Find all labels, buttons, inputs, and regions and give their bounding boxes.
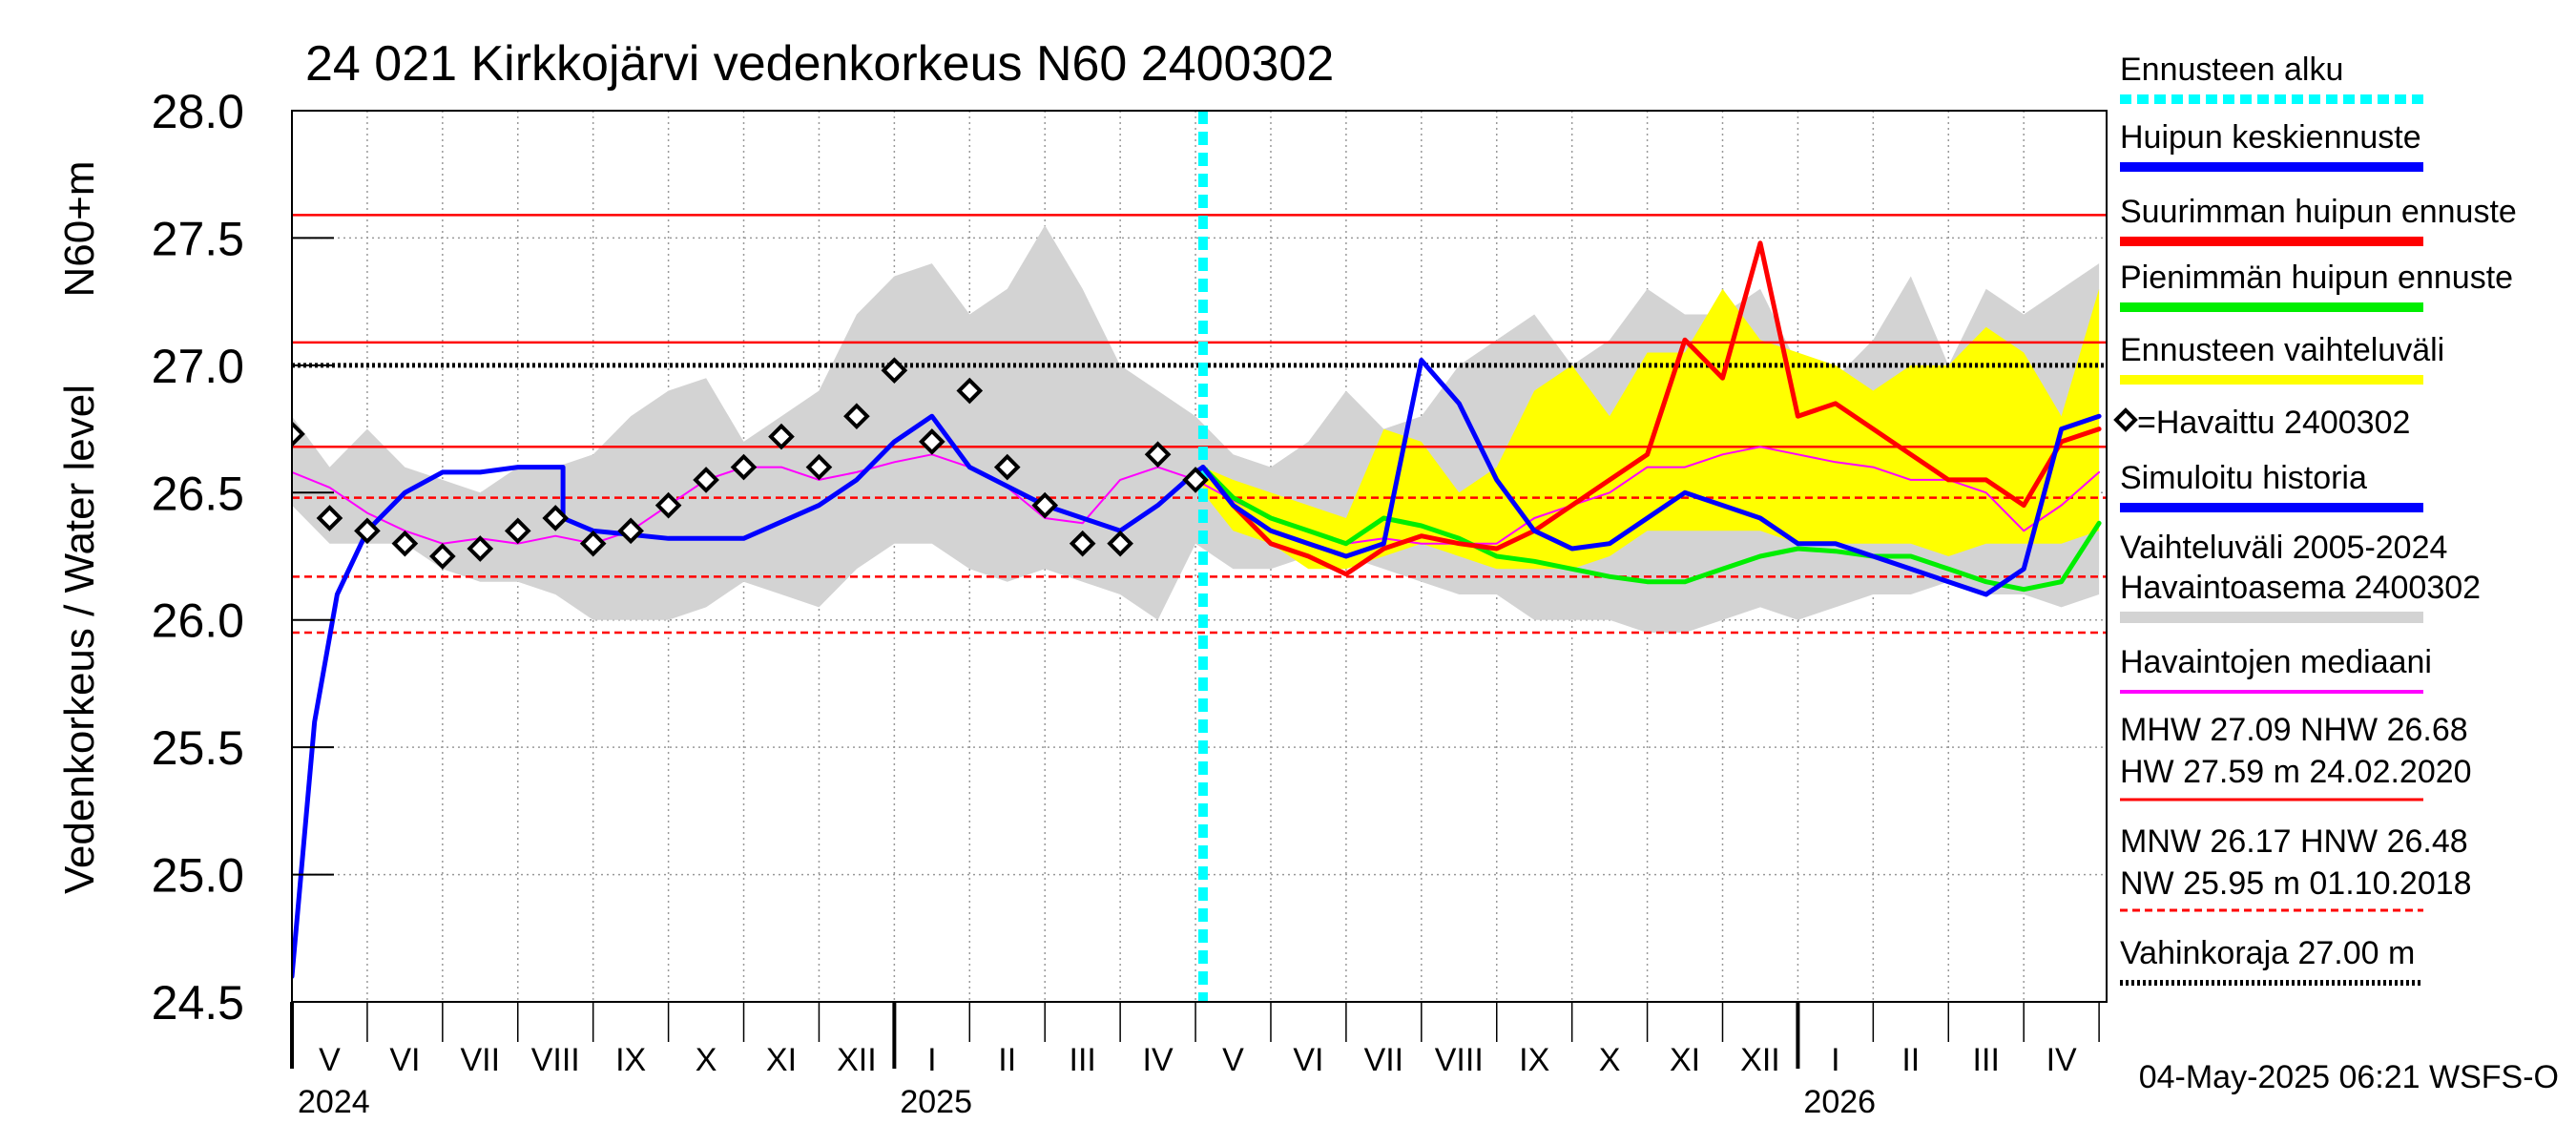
- observed-point: [354, 517, 381, 545]
- line-huipun-keskiennuste: [1200, 358, 2102, 597]
- observed-point: [730, 453, 758, 481]
- series-layer: [292, 240, 2102, 979]
- year-label: 2026: [1803, 1084, 1876, 1120]
- month-label: I: [927, 1042, 936, 1078]
- observed-point: [617, 517, 644, 545]
- legend-label: Pienimmän huipun ennuste: [2120, 260, 2513, 296]
- month-label: VI: [389, 1042, 420, 1078]
- observed-point: [1031, 491, 1059, 519]
- legend-label: Suurimman huipun ennuste: [2120, 194, 2517, 230]
- observed-point: [843, 403, 870, 430]
- month-label: XI: [766, 1042, 797, 1078]
- year-label: 2025: [900, 1084, 972, 1120]
- observed-point: [1069, 530, 1096, 557]
- y-tick-label: 27.5: [152, 212, 244, 265]
- month-label: II: [1901, 1042, 1920, 1078]
- observed-point: [391, 530, 419, 557]
- month-label: X: [696, 1042, 717, 1078]
- month-label: VII: [461, 1042, 501, 1078]
- y-tick-label: 24.5: [152, 976, 244, 1030]
- month-label: IV: [1143, 1042, 1174, 1078]
- legend-label: =Havaittu 2400302: [2137, 405, 2410, 441]
- band-ennusteen-vaihteluv-li: [1202, 288, 2100, 570]
- y-tick-label: 26.5: [152, 467, 244, 520]
- y-tick-label: 25.5: [152, 721, 244, 775]
- observed-point: [654, 491, 682, 519]
- observed-point: [504, 517, 531, 545]
- month-label: III: [1070, 1042, 1096, 1078]
- legend-label: Simuloitu historia: [2120, 460, 2367, 496]
- month-label: VIII: [531, 1042, 580, 1078]
- observed-point: [1182, 467, 1209, 493]
- y-tick-label: 28.0: [152, 85, 244, 138]
- observed-point: [542, 505, 570, 531]
- month-label: VII: [1364, 1042, 1404, 1078]
- legend-label: Vaihteluväli 2005-2024: [2120, 530, 2447, 566]
- month-label: IX: [1519, 1042, 1549, 1078]
- y-axis-unit: N60+m: [56, 160, 103, 297]
- month-label: XII: [1740, 1042, 1780, 1078]
- legend-label: Ennusteen vaihteluväli: [2120, 332, 2444, 368]
- observed-point: [693, 467, 719, 493]
- axes: 28.027.527.026.526.025.525.024.5V VI VII VI…: [152, 85, 2108, 1120]
- month-label: I: [1831, 1042, 1839, 1078]
- y-tick-label: 26.0: [152, 594, 244, 648]
- observed-point: [467, 535, 494, 562]
- observed-point: [881, 357, 908, 385]
- month-label: XII: [837, 1042, 877, 1078]
- month-label: II: [998, 1042, 1016, 1078]
- bands-layer: [292, 225, 2100, 634]
- observed-point: [956, 377, 984, 405]
- legend: Ennusteen alku Huipun keskiennuste Suurimm…: [2113, 52, 2517, 986]
- band-vaihteluv-li-2005-2024-havaintoasema-2400302: [292, 225, 2100, 634]
- legend-marker: [2113, 407, 2138, 432]
- line-suurimman-huipun-ennuste: [1200, 240, 2102, 577]
- month-label: IV: [2046, 1042, 2077, 1078]
- legend-stats-mnw: MNW 26.17 HNW 26.48: [2120, 823, 2468, 860]
- legend-label: Havaintojen mediaani: [2120, 644, 2432, 680]
- month-label: XI: [1670, 1042, 1700, 1078]
- observed-point: [1144, 441, 1172, 468]
- observed-point: [579, 530, 607, 557]
- y-tick-label: 27.0: [152, 340, 244, 393]
- footer-timestamp: 04-May-2025 06:21 WSFS-O: [2139, 1059, 2559, 1095]
- observed-point: [993, 453, 1021, 481]
- observed-point: [316, 505, 343, 531]
- legend-stats-vahinkoraja: Vahinkoraja 27.00 m: [2120, 935, 2415, 971]
- chart-title: 24 021 Kirkkojärvi vedenkorkeus N60 2400…: [305, 36, 1334, 92]
- legend-stats-mhw: MHW 27.09 NHW 26.68: [2120, 712, 2468, 748]
- reference-lines: [292, 111, 2107, 1002]
- legend-label: Huipun keskiennuste: [2120, 119, 2421, 156]
- month-label: IX: [615, 1042, 646, 1078]
- y-tick-label: 25.0: [152, 849, 244, 903]
- legend-label: Havaintoasema 2400302: [2120, 570, 2481, 606]
- line-pienimm-n-huipun-ennuste: [1200, 465, 2102, 593]
- month-label: X: [1599, 1042, 1621, 1078]
- month-label: VIII: [1435, 1042, 1484, 1078]
- observed-point: [768, 423, 795, 450]
- month-label: V: [319, 1042, 341, 1078]
- observed-point: [429, 543, 456, 570]
- month-label: VI: [1293, 1042, 1323, 1078]
- observed-point: [292, 421, 305, 448]
- year-label: 2024: [298, 1084, 370, 1120]
- observed-point: [919, 428, 945, 455]
- y-axis-label: Vedenkorkeus / Water level: [56, 385, 103, 894]
- legend-stats-hw: HW 27.59 m 24.02.2020: [2120, 754, 2472, 790]
- plot-frame: [291, 110, 2108, 1003]
- legend-label: Ennusteen alku: [2120, 52, 2343, 88]
- month-label: V: [1222, 1042, 1244, 1078]
- month-label: III: [1973, 1042, 2000, 1078]
- observed-point: [1107, 530, 1133, 557]
- legend-stats-nw: NW 25.95 m 01.10.2018: [2120, 865, 2472, 902]
- observed-point: [805, 453, 833, 481]
